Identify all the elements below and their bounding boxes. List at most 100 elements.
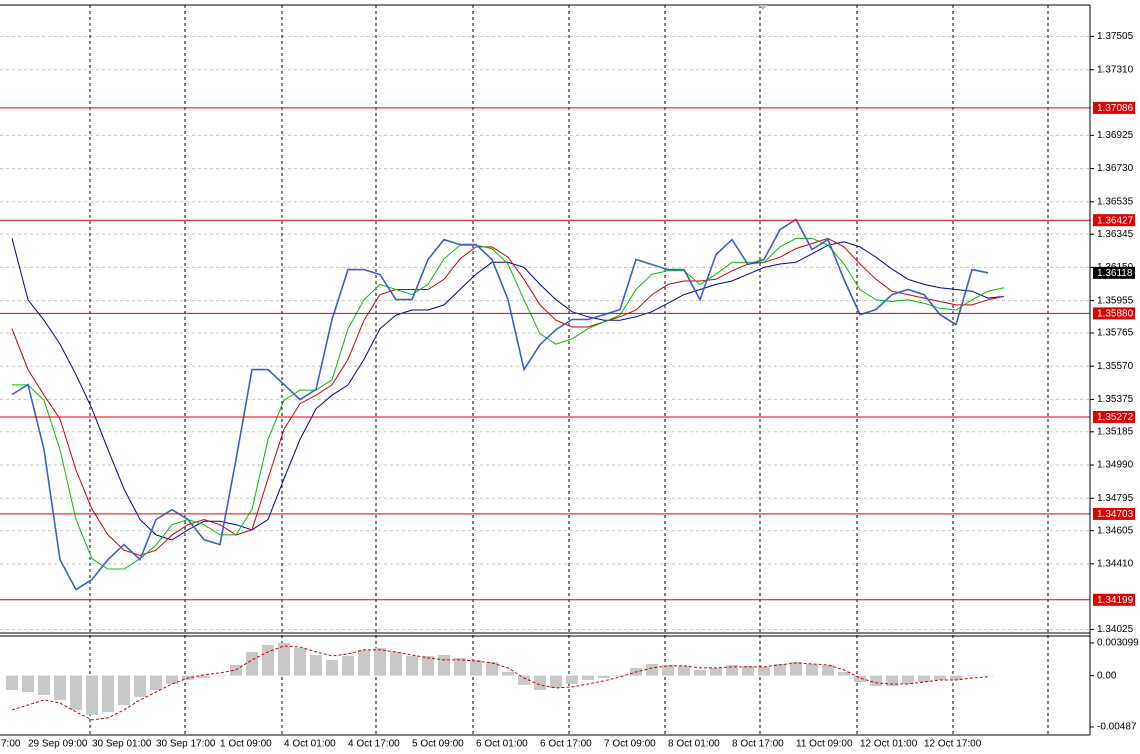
histogram-bar <box>854 675 866 682</box>
level-label: 1.37086 <box>1097 103 1134 114</box>
x-tick-label: 29 Sep 09:00 <box>28 739 88 750</box>
level-label: 1.34703 <box>1097 509 1134 520</box>
histogram-bar <box>470 659 482 676</box>
histogram-bar <box>310 654 322 676</box>
x-tick-label: 6 Oct 17:00 <box>540 739 592 750</box>
y-tick-label: 1.34605 <box>1097 525 1134 536</box>
level-label-box <box>1093 101 1135 114</box>
y-tick-label: 1.35765 <box>1097 328 1134 339</box>
histogram-bar <box>70 675 82 710</box>
separators <box>89 5 1049 735</box>
x-tick-label: 1 Oct 09:00 <box>220 739 272 750</box>
signal-line <box>11 645 989 721</box>
y-tick-label: 1.35570 <box>1097 361 1134 372</box>
level-label: 1.34199 <box>1097 595 1134 606</box>
histogram-bar <box>486 661 498 676</box>
series-line <box>11 238 1005 541</box>
y-tick-label: 1.36345 <box>1097 229 1134 240</box>
histogram-bar <box>870 675 882 686</box>
y-tick-label: 1.34795 <box>1097 493 1134 504</box>
level-label-box <box>1093 307 1135 320</box>
shift-marker <box>759 5 767 10</box>
histogram-bar <box>374 647 386 676</box>
level-label-box <box>1093 593 1135 606</box>
histogram-bar <box>86 675 98 715</box>
series-line <box>11 218 989 591</box>
x-tick-label: 7 Oct 09:00 <box>604 739 656 750</box>
histogram-bar <box>598 675 610 678</box>
x-tick-label: 4 Oct 01:00 <box>284 739 336 750</box>
y-tick-label: 1.37310 <box>1097 64 1134 75</box>
x-tick-label: 12 Oct 17:00 <box>924 739 982 750</box>
x-tick-label: 30 Sep 01:00 <box>92 739 152 750</box>
histogram-bar <box>150 675 162 690</box>
histogram-bar <box>518 675 530 685</box>
histogram-bar <box>646 663 658 676</box>
histogram-bar <box>502 671 514 676</box>
histogram-bar <box>454 657 466 676</box>
histogram-bar <box>982 675 994 677</box>
histogram-bar <box>838 671 850 676</box>
price-label-box <box>1093 266 1135 279</box>
x-tick-label: 5 Oct 09:00 <box>412 739 464 750</box>
histogram-bar <box>710 667 722 676</box>
x-tick-label: 4 Oct 17:00 <box>348 739 400 750</box>
level-label: 1.36427 <box>1097 215 1134 226</box>
histogram-bar <box>294 647 306 676</box>
histogram-bar <box>662 664 674 676</box>
x-tick-label: 30 Sep 17:00 <box>156 739 216 750</box>
histogram-bar <box>550 675 562 688</box>
level-label-box <box>1093 410 1135 423</box>
x-tick-label: 11 Oct 09:00 <box>796 739 853 750</box>
histogram-bar <box>326 659 338 676</box>
histogram-bar <box>566 675 578 684</box>
histogram-bar <box>534 675 546 690</box>
x-tick-label: 6 Oct 01:00 <box>476 739 528 750</box>
x-tick-label: 12 Oct 01:00 <box>860 739 918 750</box>
y-tick-label: 1.36535 <box>1097 196 1134 207</box>
histogram-bar <box>246 651 258 676</box>
histogram-bar <box>774 663 786 676</box>
histogram-bar <box>214 675 226 677</box>
histogram-bar <box>806 663 818 676</box>
frame <box>0 4 1091 736</box>
histogram-bar <box>934 675 946 680</box>
level-label-box <box>1093 214 1135 227</box>
histogram-bar <box>902 675 914 684</box>
histogram-bar <box>6 675 18 690</box>
histogram-bar <box>134 675 146 697</box>
histogram-bar <box>102 675 114 712</box>
marks-layer <box>0 107 1090 721</box>
histogram-bar <box>950 675 962 680</box>
price-label: 1.36118 <box>1097 268 1133 279</box>
histogram-bar <box>614 675 626 677</box>
histogram-bar <box>678 665 690 676</box>
histogram-bar <box>166 675 178 684</box>
histogram-bar <box>118 675 130 705</box>
y-tick-label: 1.34410 <box>1097 558 1134 569</box>
histogram-bar <box>22 675 34 692</box>
histogram-bar <box>198 675 210 678</box>
y-tick-label: 1.35375 <box>1097 394 1134 405</box>
y-tick-label: 1.35955 <box>1097 295 1134 306</box>
level-label: 1.35880 <box>1097 309 1134 320</box>
histogram-bar <box>886 675 898 686</box>
histogram-bar <box>694 669 706 676</box>
histogram-bar <box>438 654 450 676</box>
labels-layer: 7:00 29 Sep 09:00 30 Sep 01:00 30 Sep 17:00… <box>1 31 1139 749</box>
level-label: 1.35272 <box>1097 412 1134 423</box>
y-tick-label: 1.36925 <box>1097 130 1134 141</box>
histogram-bar <box>54 675 66 700</box>
histogram-bar <box>406 655 418 676</box>
histogram-bar <box>262 644 274 676</box>
histogram-bar <box>342 655 354 676</box>
histogram-bar <box>278 642 290 676</box>
x-tick-label: 7:00 <box>1 739 21 750</box>
y-tick-label: -0.00487 <box>1097 722 1137 733</box>
histogram-bar <box>390 651 402 676</box>
histogram-bar <box>790 661 802 676</box>
level-label-box <box>1093 507 1135 520</box>
histogram-bar <box>422 655 434 676</box>
histogram-bar <box>918 675 930 682</box>
y-tick-label: 1.34025 <box>1097 624 1134 635</box>
